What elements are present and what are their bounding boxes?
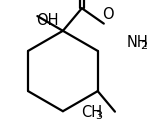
Text: 3: 3	[95, 111, 102, 121]
Text: NH: NH	[126, 35, 148, 50]
Text: CH: CH	[81, 105, 102, 120]
Text: OH: OH	[36, 13, 59, 28]
Text: 2: 2	[141, 41, 148, 51]
Text: O: O	[102, 7, 114, 22]
